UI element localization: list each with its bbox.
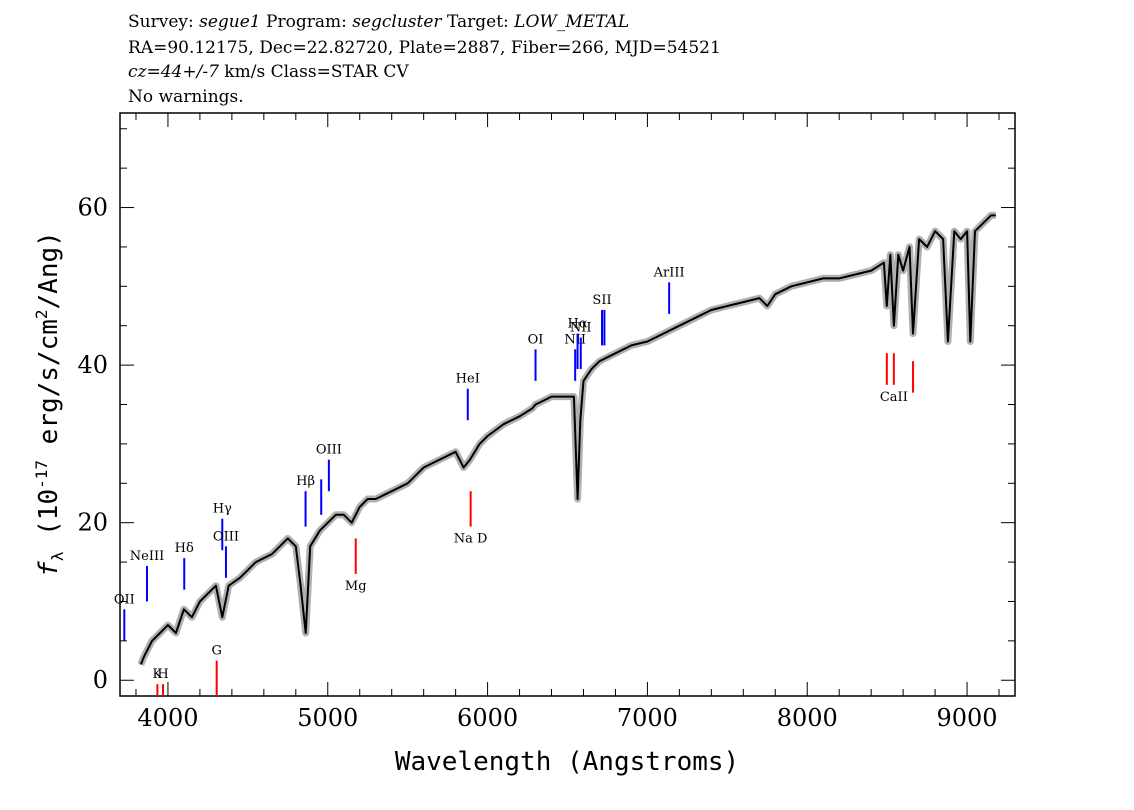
line-marker-label: OI xyxy=(528,332,544,347)
y-label-sq: 2 xyxy=(32,309,51,319)
line-marker-label: K xyxy=(153,667,163,682)
x-tick-label: 8000 xyxy=(777,704,838,732)
line-marker-label: Hβ xyxy=(296,474,315,489)
line-marker-label: OIII xyxy=(213,529,239,544)
y-tick-label: 0 xyxy=(93,666,108,694)
line-marker-label: OIII xyxy=(316,443,342,458)
survey-value: segue1 xyxy=(199,12,261,32)
line-marker-label: Hδ xyxy=(175,541,194,556)
line-marker-label: Hα xyxy=(568,317,588,332)
y-tick-label: 40 xyxy=(77,351,108,379)
line-marker-label: ArIII xyxy=(653,265,685,280)
y-label-units: erg/s/cm xyxy=(34,319,64,460)
y-label-open: (10 xyxy=(34,489,64,552)
survey-label: Survey: xyxy=(128,12,200,32)
target-label: Target: xyxy=(441,12,515,32)
line-marker-label: SII xyxy=(592,293,611,308)
program-label: Program: xyxy=(260,12,353,32)
x-tick-label: 7000 xyxy=(617,704,678,732)
line-marker-label: H xyxy=(157,667,168,682)
line-marker-label: Hγ xyxy=(213,502,232,517)
svg-text:fλ (10-17 erg/s/cm2/Ang): fλ (10-17 erg/s/cm2/Ang) xyxy=(32,231,67,577)
axis-ticks: 4000 5000 6000 7000 8000 9000 0 20 40 60 xyxy=(77,113,1015,732)
header-line-3: cz=44+/-7 km/s Class=STAR CV xyxy=(128,62,409,82)
line-marker-label: HeI xyxy=(456,372,480,387)
y-label-exp: -17 xyxy=(32,460,51,489)
y-tick-label: 60 xyxy=(77,194,108,222)
y-label-lambda: λ xyxy=(48,551,67,561)
y-label-tail: /Ang) xyxy=(34,231,64,309)
flux-series-line xyxy=(139,214,996,665)
y-label-f: f xyxy=(34,561,64,577)
cz-value: cz=44+/-7 xyxy=(128,62,219,82)
target-value: LOW_METAL xyxy=(514,12,630,32)
line-marker-label: G xyxy=(211,644,221,659)
x-tick-label: 9000 xyxy=(937,704,998,732)
header-line-4: No warnings. xyxy=(128,87,244,107)
line-marker-label: NII xyxy=(570,321,592,336)
y-axis-label: fλ (10-17 erg/s/cm2/Ang) xyxy=(32,231,67,577)
line-marker-label: Na D xyxy=(454,532,488,547)
x-tick-label: 4000 xyxy=(137,704,198,732)
flux-error-band xyxy=(137,211,996,666)
header-line-1: Survey: segue1 Program: segcluster Targe… xyxy=(128,12,629,32)
x-tick-label: 5000 xyxy=(297,704,358,732)
program-value: segcluster xyxy=(352,12,442,32)
line-marker-label: NeIII xyxy=(130,549,164,564)
cz-rest: km/s Class=STAR CV xyxy=(218,62,409,82)
header-line-2: RA=90.12175, Dec=22.82720, Plate=2887, F… xyxy=(128,38,721,58)
x-tick-label: 6000 xyxy=(457,704,518,732)
line-marker-label: OII xyxy=(114,592,135,607)
line-marker-label: CaII xyxy=(880,390,908,405)
x-axis-label: Wavelength (Angstroms) xyxy=(395,747,739,777)
line-marker-label: Mg xyxy=(345,579,367,594)
y-tick-label: 20 xyxy=(77,509,108,537)
